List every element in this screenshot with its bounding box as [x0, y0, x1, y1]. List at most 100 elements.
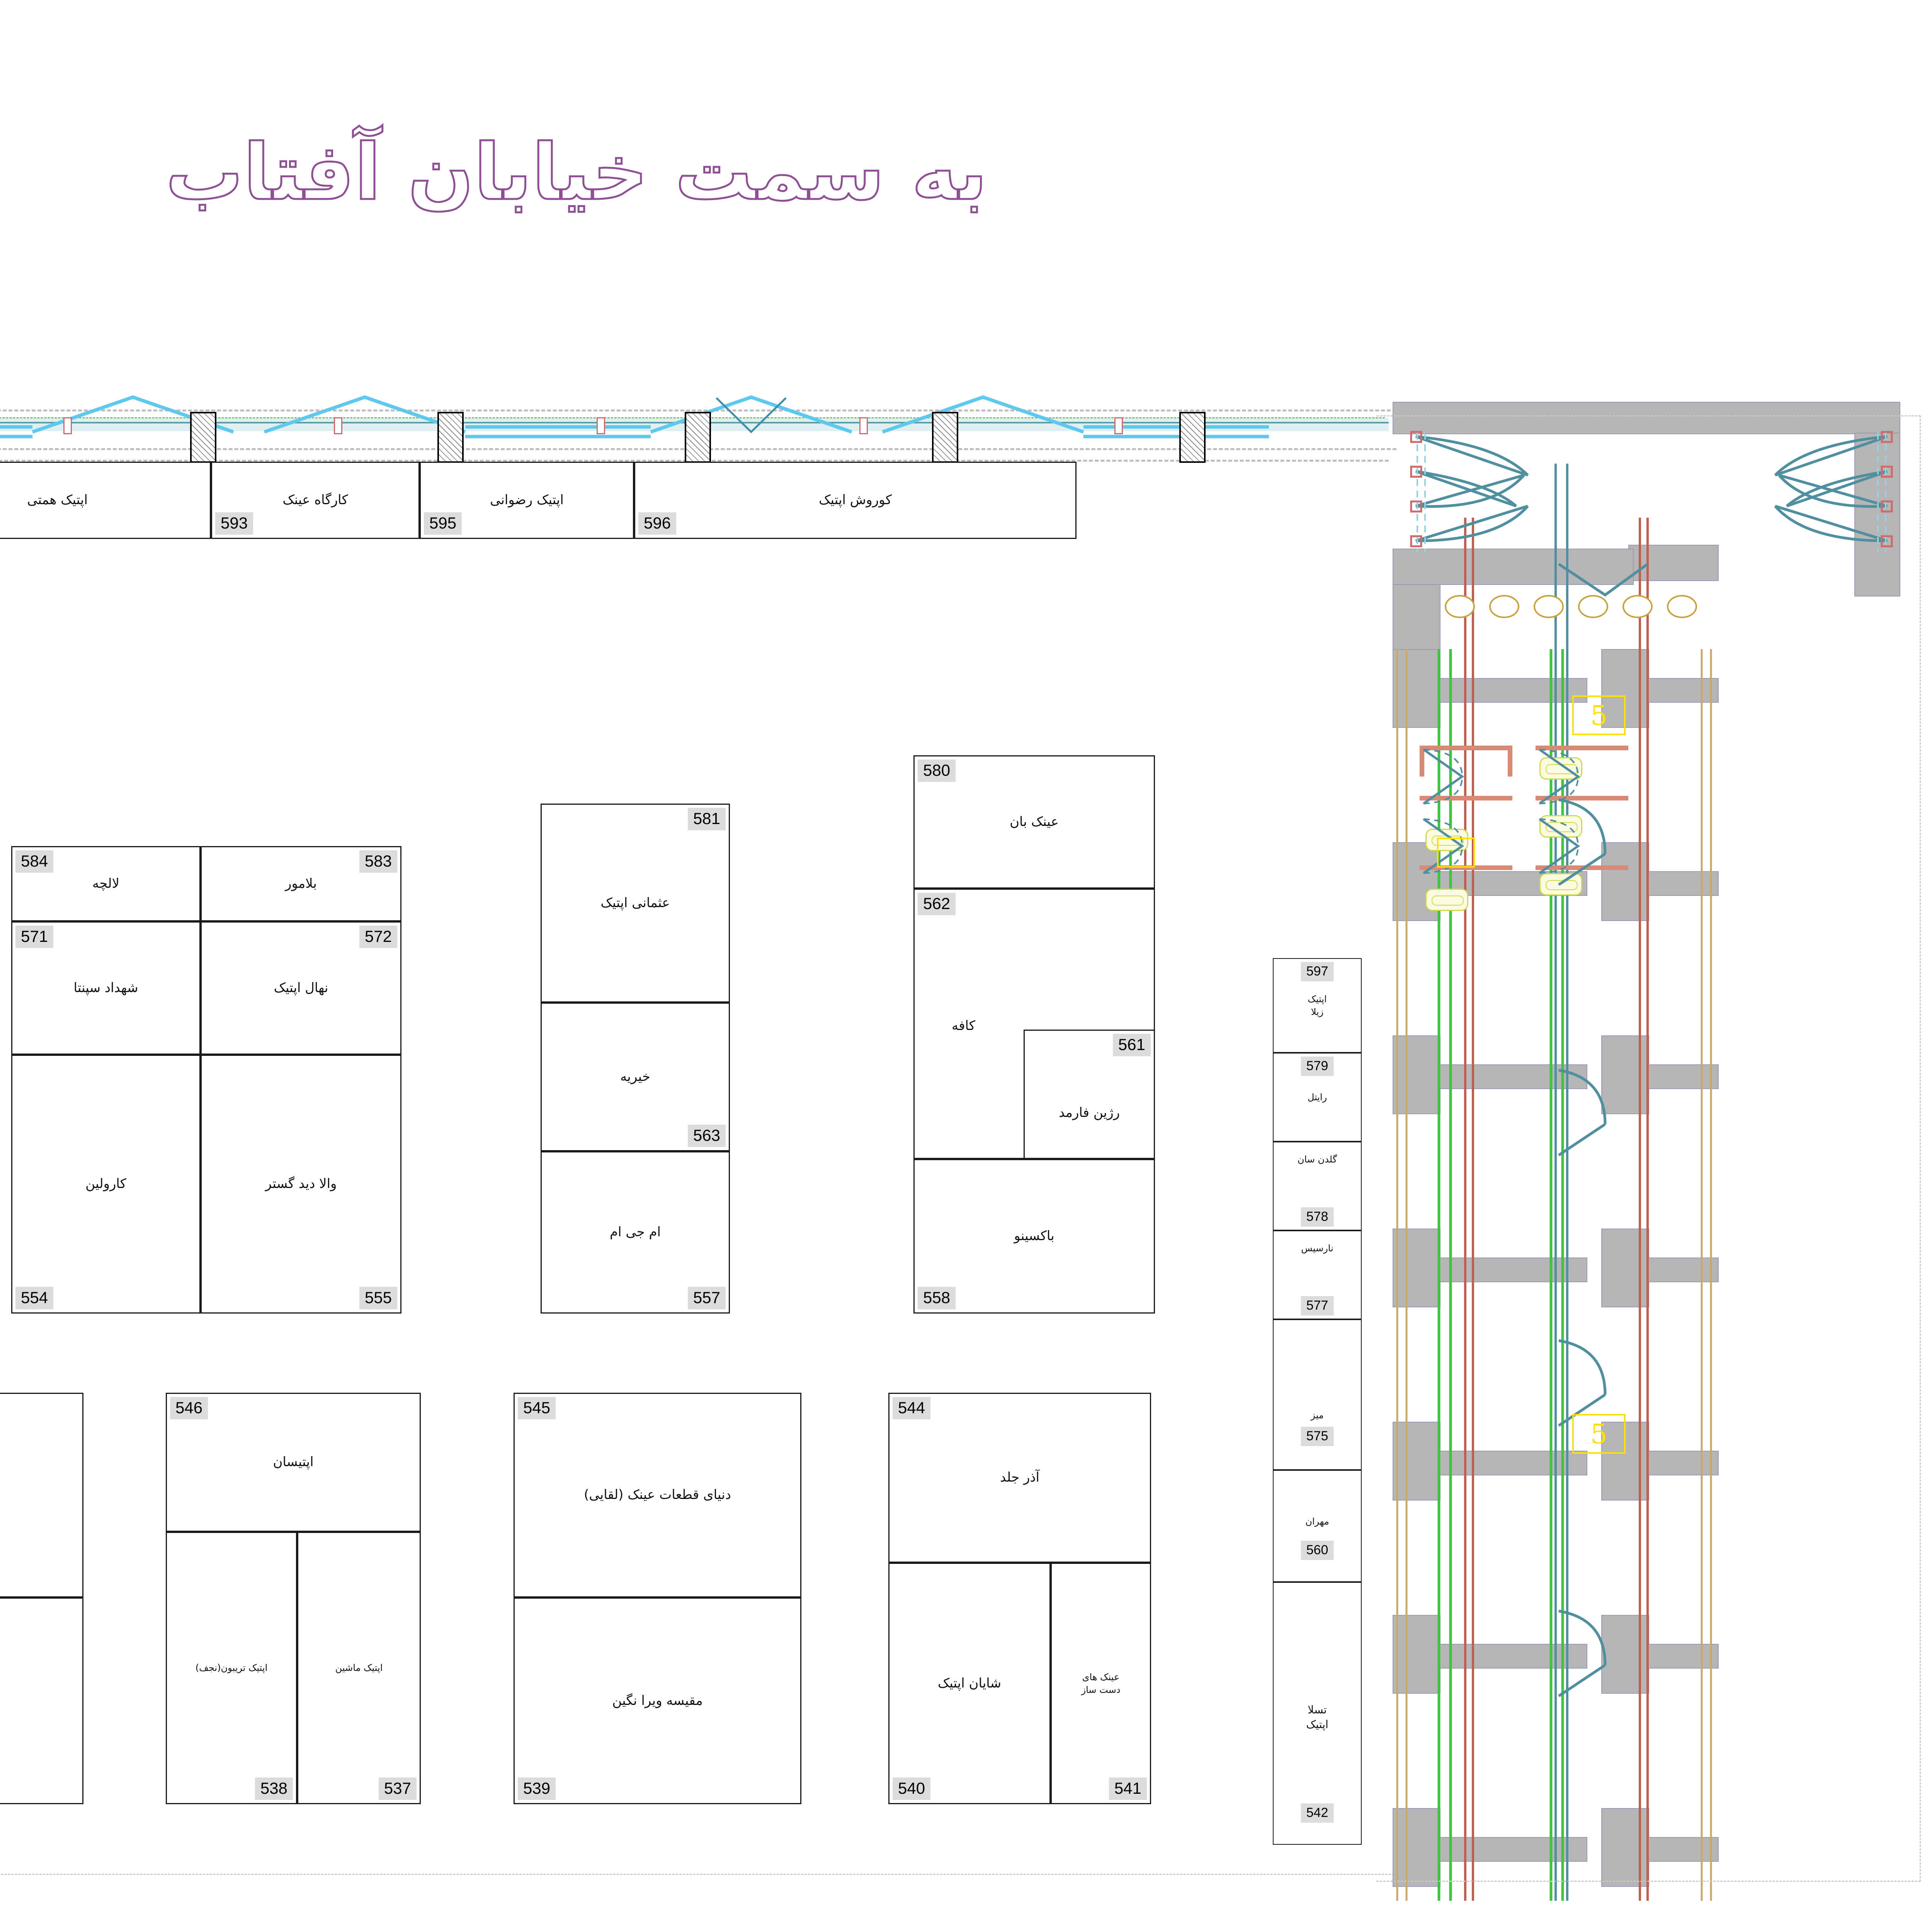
- unit-label: نهال اپتیک: [274, 980, 328, 996]
- unit-547[interactable]: کهک گستر 547: [0, 1393, 83, 1598]
- unit-label: ام جی ام: [610, 1224, 661, 1240]
- unit-571[interactable]: شهداد سپنتا 571: [11, 921, 201, 1055]
- unit-537[interactable]: اپتیک ماشین 537: [297, 1532, 421, 1804]
- unit-number: 563: [687, 1125, 726, 1147]
- zone-tag-small: [1437, 838, 1475, 868]
- plan-outer-frame: [0, 444, 1401, 1875]
- unit-557[interactable]: ام جی ام 557: [541, 1151, 730, 1314]
- unit-542[interactable]: تسلا اپتیک 542: [1273, 1582, 1362, 1845]
- unit-560[interactable]: مهران 560: [1273, 1470, 1362, 1582]
- unit-541[interactable]: عینک های دست ساز 541: [1051, 1563, 1151, 1804]
- partition-bar: [1508, 746, 1512, 777]
- unit-number: 583: [359, 850, 397, 873]
- wall-cross: [1648, 871, 1719, 896]
- wall-top: [1393, 402, 1900, 434]
- unit-number: 558: [918, 1287, 956, 1309]
- partition-bar: [1420, 746, 1512, 750]
- zone-tag-upper: 5: [1572, 695, 1626, 735]
- partition-bar: [1420, 796, 1512, 800]
- unit-number: 539: [518, 1778, 556, 1800]
- fixture-oval-icon: [1622, 595, 1653, 618]
- page-title: به سمت خیابان آفتاب: [165, 127, 988, 219]
- wall-cross: [1648, 678, 1719, 703]
- unit-number: 562: [918, 893, 956, 915]
- unit-label: نارسیس: [1301, 1243, 1333, 1254]
- unit-label: آذر جلد: [1000, 1470, 1039, 1485]
- unit-label: بلامور: [285, 875, 317, 891]
- unit-595[interactable]: اپتیک رضوانی 595: [420, 462, 634, 539]
- unit-number: 572: [359, 926, 397, 948]
- unit-597[interactable]: اپتیک زیلا 597: [1273, 958, 1362, 1053]
- corridor-guide-top: [0, 410, 1396, 411]
- unit-label: اپتیک تریبون(نجف): [195, 1662, 268, 1674]
- unit-label: اپتیسان: [273, 1454, 314, 1470]
- unit-583[interactable]: بلامور 583: [201, 846, 401, 921]
- unit-555[interactable]: والا دید گستر 555: [201, 1055, 401, 1314]
- unit-593[interactable]: کارگاه عینک 593: [211, 462, 420, 539]
- wall-h-upper: [1393, 549, 1634, 585]
- corridor-door-swings: [1558, 563, 1649, 1697]
- wall-stub: [1393, 1615, 1440, 1694]
- unit-number: 554: [15, 1287, 54, 1309]
- unit-number: 538: [255, 1778, 293, 1800]
- unit-561[interactable]: رژین فارمد 561: [1024, 1030, 1155, 1159]
- unit-number: 578: [1301, 1207, 1334, 1227]
- unit-558[interactable]: باکسینو 558: [913, 1159, 1155, 1314]
- column-7: [932, 412, 958, 463]
- unit-580[interactable]: عینک بان 580: [913, 755, 1155, 889]
- fixture-oval-icon: [1445, 595, 1475, 618]
- fixture-oval-icon: [1489, 595, 1519, 618]
- unit-539[interactable]: مقیسه ویرا نگین 539: [514, 1598, 801, 1804]
- unit-544[interactable]: آذر جلد 544: [888, 1393, 1151, 1563]
- unit-label: اپتیک ماشین: [335, 1662, 383, 1674]
- mullion: [859, 417, 868, 434]
- fixture-oval-icon: [1578, 595, 1608, 618]
- unit-545[interactable]: دنیای قطعات عینک (لقایی) 545: [514, 1393, 801, 1598]
- unit-label: مقیسه ویرا نگین: [612, 1693, 703, 1708]
- wall-mid-upper: [1628, 545, 1719, 581]
- unit-540[interactable]: شایان اپتیک 540: [888, 1563, 1051, 1804]
- unit-label: والا دید گستر: [265, 1176, 337, 1192]
- wall-stub: [1393, 1229, 1440, 1307]
- unit-572[interactable]: نهال اپتیک 572: [201, 921, 401, 1055]
- unit-number: 537: [378, 1778, 417, 1800]
- wall-cross: [1648, 1451, 1719, 1475]
- wall-stub: [1393, 649, 1440, 728]
- partition-bar: [1536, 746, 1628, 750]
- partition-bar: [1536, 796, 1628, 800]
- unit-546[interactable]: اپتیسان 546: [166, 1393, 421, 1532]
- zone-tag-lower: 5: [1572, 1414, 1626, 1454]
- unit-575[interactable]: میز 575: [1273, 1319, 1362, 1470]
- unit-number: 575: [1301, 1427, 1334, 1446]
- fixture-oval-icon: [1667, 595, 1697, 618]
- column-5: [437, 412, 464, 463]
- unit-578[interactable]: گلدن سان 578: [1273, 1142, 1362, 1230]
- unit-label: گلدن سان: [1297, 1154, 1337, 1165]
- unit-579[interactable]: رایتل 579: [1273, 1053, 1362, 1142]
- unit-584[interactable]: لالچه 584: [11, 846, 201, 921]
- wall-stub: [1601, 1615, 1649, 1694]
- unit-591[interactable]: اپتیک همتی 591: [0, 462, 211, 539]
- unit-label: خیریه: [620, 1069, 650, 1084]
- column-6: [685, 412, 711, 463]
- unit-563[interactable]: خیریه 563: [541, 1003, 730, 1151]
- unit-label: کارگاه عینک: [282, 492, 348, 508]
- unit-number: 545: [518, 1397, 556, 1419]
- unit-554[interactable]: کارولین 554: [11, 1055, 201, 1314]
- unit-581[interactable]: عثمانی اپتیک 581: [541, 804, 730, 1003]
- unit-label: اپتیک رضوانی: [490, 492, 564, 508]
- unit-538[interactable]: اپتیک تریبون(نجف) 538: [166, 1532, 297, 1804]
- site-boundary: [1376, 415, 1921, 1882]
- unit-number: 557: [687, 1287, 726, 1309]
- wall-cross: [1648, 1644, 1719, 1669]
- unit-number: 596: [638, 512, 677, 535]
- unit-596[interactable]: کوروش اپتیک 596: [634, 462, 1077, 539]
- unit-label: شهداد سپنتا: [73, 980, 138, 996]
- door-swing-icons: [1410, 431, 1893, 552]
- unit-577[interactable]: نارسیس 577: [1273, 1230, 1362, 1319]
- stall-door-swing-icons: [1423, 748, 1580, 874]
- unit-number: 571: [15, 926, 54, 948]
- unit-label: دنیای قطعات عینک (لقایی): [584, 1487, 731, 1503]
- unit-536[interactable]: زبرا اپتیک 536: [0, 1598, 83, 1804]
